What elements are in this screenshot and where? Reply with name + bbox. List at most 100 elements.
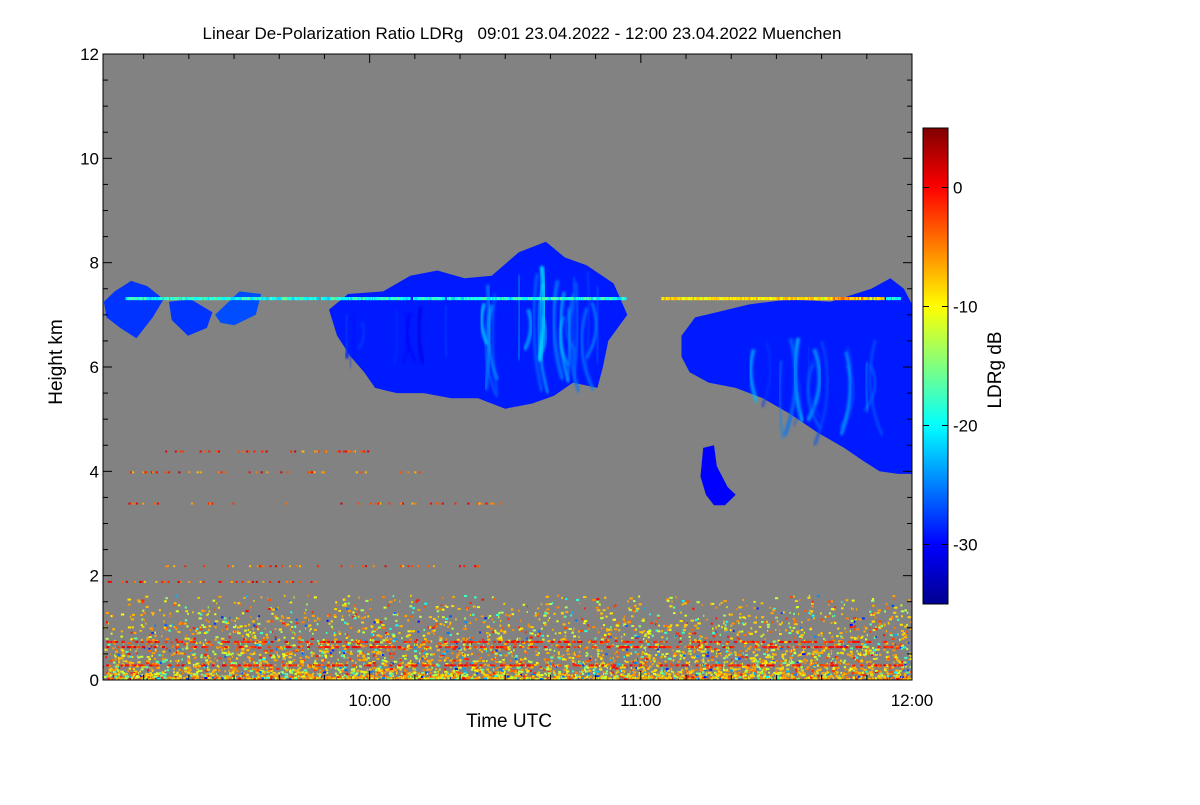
aerosol-pixel (471, 677, 474, 679)
aerosol-pixel (632, 661, 634, 663)
aerosol-pixel (177, 644, 179, 646)
aerosol-pixel (408, 630, 411, 632)
aerosol-pixel (831, 622, 833, 624)
aerosol-pixel (857, 636, 859, 638)
aerosol-pixel (811, 662, 812, 664)
aerosol-pixel (592, 626, 595, 628)
aerosol-pixel (125, 673, 128, 675)
aerosol-pixel (600, 613, 603, 615)
aerosol-pixel (423, 635, 426, 637)
aerosol-pixel (296, 619, 298, 621)
aerosol-pixel (359, 611, 360, 613)
aerosol-pixel (662, 667, 663, 669)
aerosol-pixel (274, 616, 277, 618)
aerosol-pixel (385, 651, 386, 653)
aerosol-pixel (350, 651, 352, 653)
aerosol-pixel (635, 667, 637, 669)
aerosol-pixel (649, 677, 651, 679)
aerosol-pixel (793, 627, 796, 629)
aerosol-pixel (190, 629, 191, 631)
aerosol-pixel (524, 658, 526, 660)
aerosol-pixel (636, 608, 640, 610)
aerosol-pixel (826, 657, 829, 659)
aerosol-pixel (452, 628, 454, 630)
aerosol-pixel (807, 597, 810, 599)
aerosol-pixel (861, 643, 864, 645)
aerosol-pixel (558, 673, 561, 675)
aerosol-pixel (869, 631, 871, 633)
aerosol-pixel (800, 627, 801, 629)
aerosol-pixel (672, 649, 674, 651)
aerosol-pixel (791, 659, 792, 661)
aerosol-pixel (844, 673, 845, 675)
aerosol-pixel (352, 612, 354, 614)
aerosol-pixel (549, 603, 552, 605)
aerosol-pixel (226, 627, 227, 629)
aerosol-pixel (726, 661, 728, 663)
aerosol-pixel (373, 634, 375, 636)
aerosol-pixel (710, 648, 712, 650)
aerosol-pixel (586, 660, 589, 662)
aerosol-pixel (680, 654, 682, 656)
aerosol-pixel (726, 675, 728, 677)
aerosol-pixel (254, 676, 255, 678)
aerosol-pixel (355, 629, 356, 631)
aerosol-pixel (695, 619, 697, 621)
aerosol-pixel (820, 612, 821, 614)
aerosol-pixel (682, 600, 685, 602)
aerosol-pixel (593, 669, 595, 671)
aerosol-pixel (740, 674, 742, 676)
aerosol-pixel (769, 607, 770, 609)
aerosol-pixel (184, 653, 186, 655)
aerosol-pixel (495, 661, 498, 663)
aerosol-pixel (109, 669, 112, 671)
aerosol-pixel (270, 670, 273, 672)
aerosol-pixel (429, 627, 431, 629)
aerosol-pixel (147, 669, 149, 671)
aerosol-pixel (208, 621, 210, 623)
aerosol-pixel (256, 644, 259, 646)
aerosol-pixel (437, 610, 440, 612)
aerosol-pixel (353, 675, 356, 677)
aerosol-pixel (499, 661, 502, 663)
aerosol-pixel (696, 655, 699, 657)
aerosol-pixel (561, 597, 563, 599)
aerosol-pixel (294, 634, 296, 636)
aerosol-pixel (115, 660, 116, 662)
aerosol-pixel (684, 624, 687, 626)
aerosol-pixel (727, 629, 728, 631)
aerosol-pixel (676, 624, 679, 626)
aerosol-pixel (262, 670, 264, 672)
aerosol-pixel (289, 622, 290, 624)
aerosol-pixel (218, 677, 221, 679)
aerosol-pixel (776, 660, 779, 662)
aerosol-pixel (297, 632, 298, 634)
aerosol-pixel (347, 634, 348, 636)
aerosol-pixel (558, 653, 560, 655)
aerosol-pixel (348, 595, 351, 597)
aerosol-pixel (818, 675, 820, 677)
aerosol-pixel (886, 630, 887, 632)
aerosol-pixel (544, 659, 546, 661)
aerosol-pixel (743, 634, 746, 636)
aerosol-pixel (908, 661, 910, 663)
aerosol-pixel (657, 662, 659, 664)
aerosol-pixel (561, 677, 563, 679)
aerosol-pixel (267, 642, 269, 644)
aerosol-pixel (654, 669, 657, 671)
aerosol-pixel (401, 637, 403, 639)
aerosol-pixel (636, 653, 639, 655)
aerosol-pixel (692, 657, 695, 659)
aerosol-pixel (518, 610, 520, 612)
aerosol-pixel (697, 601, 700, 603)
aerosol-pixel (749, 646, 752, 648)
aerosol-pixel (584, 607, 586, 609)
aerosol-pixel (700, 673, 702, 675)
aerosol-pixel (686, 601, 689, 603)
aerosol-pixel (413, 672, 416, 674)
aerosol-pixel (907, 612, 909, 614)
aerosol-pixel (207, 667, 209, 669)
aerosol-pixel (213, 662, 215, 664)
aerosol-pixel (317, 623, 319, 625)
aerosol-pixel (464, 649, 466, 651)
